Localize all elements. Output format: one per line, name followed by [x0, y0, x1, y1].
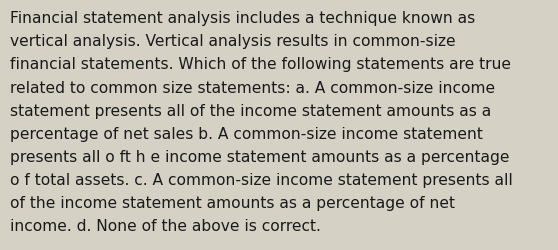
Text: o f total assets. c. A common-size income statement presents all: o f total assets. c. A common-size incom…: [10, 172, 513, 187]
Text: statement presents all of the income statement amounts as a: statement presents all of the income sta…: [10, 103, 491, 118]
Text: percentage of net sales b. A common-size income statement: percentage of net sales b. A common-size…: [10, 126, 483, 141]
Text: of the income statement amounts as a percentage of net: of the income statement amounts as a per…: [10, 195, 455, 210]
Text: related to common size statements: a. A common-size income: related to common size statements: a. A …: [10, 80, 495, 95]
Text: vertical analysis. Vertical analysis results in common-size: vertical analysis. Vertical analysis res…: [10, 34, 456, 49]
Text: income. d. None of the above is correct.: income. d. None of the above is correct.: [10, 218, 321, 233]
Text: financial statements. Which of the following statements are true: financial statements. Which of the follo…: [10, 57, 511, 72]
Text: Financial statement analysis includes a technique known as: Financial statement analysis includes a …: [10, 11, 475, 26]
Text: presents all o ft h e income statement amounts as a percentage: presents all o ft h e income statement a…: [10, 149, 509, 164]
